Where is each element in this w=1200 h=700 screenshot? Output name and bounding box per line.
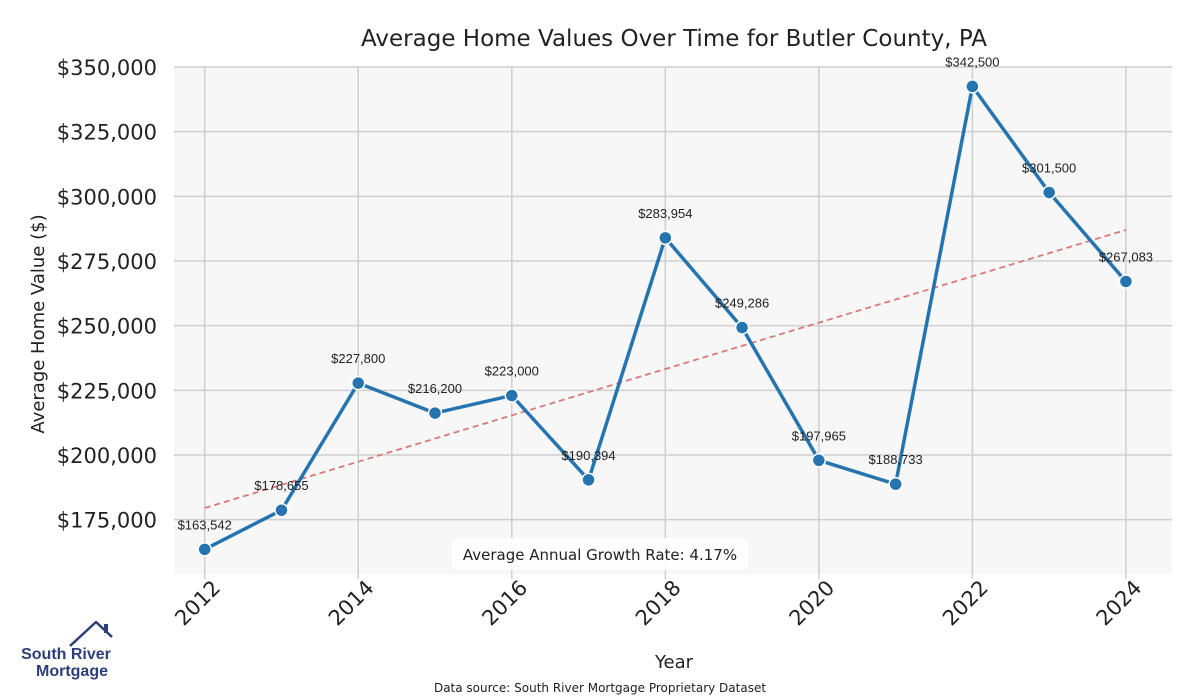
y-tick-label: $225,000 bbox=[57, 379, 157, 403]
x-tick-label: 2016 bbox=[477, 576, 532, 631]
y-axis-ticks: $175,000 $200,000 $225,000 $250,000 $275,000… bbox=[57, 56, 157, 533]
data-point bbox=[658, 230, 673, 246]
y-tick-label: $325,000 bbox=[57, 121, 157, 145]
data-label: $188,733 bbox=[869, 452, 923, 467]
data-point bbox=[811, 453, 827, 468]
data-label: $223,000 bbox=[485, 364, 539, 379]
x-tick-label: 2022 bbox=[938, 576, 993, 631]
y-gridlines bbox=[174, 66, 1172, 521]
chimney-icon bbox=[104, 624, 108, 633]
x-tick-label: 2020 bbox=[785, 576, 840, 631]
chart-title: Average Home Values Over Time for Butler… bbox=[361, 26, 987, 52]
x-tick-label: 2018 bbox=[631, 576, 686, 631]
data-label: $283,954 bbox=[638, 206, 692, 221]
x-axis-ticks: 2012 2014 2016 2018 2020 2022 2024 bbox=[170, 576, 1146, 631]
data-point bbox=[350, 375, 366, 391]
logo: South River Mortgage bbox=[21, 620, 113, 680]
data-label: $178,655 bbox=[254, 478, 308, 493]
y-tick-label: $350,000 bbox=[57, 56, 157, 80]
growth-rate-box: Average Annual Growth Rate: 4.17% bbox=[452, 538, 748, 570]
data-label: $342,500 bbox=[945, 54, 999, 69]
trendline bbox=[204, 229, 1127, 509]
y-axis-label: Average Home Value ($) bbox=[28, 214, 49, 433]
data-label: $190,394 bbox=[561, 448, 615, 463]
data-point bbox=[888, 476, 903, 492]
x-tick-label: 2012 bbox=[170, 576, 225, 631]
data-point bbox=[581, 472, 596, 488]
x-tick-label: 2014 bbox=[324, 576, 379, 631]
plot-area bbox=[174, 67, 1172, 574]
data-label: $267,083 bbox=[1099, 249, 1153, 264]
data-source-note: Data source: South River Mortgage Propri… bbox=[434, 681, 766, 695]
data-label: $163,542 bbox=[178, 517, 232, 532]
data-point bbox=[504, 388, 520, 403]
data-label: $197,965 bbox=[792, 428, 846, 443]
data-point bbox=[427, 405, 443, 421]
logo-line2: Mortgage bbox=[36, 663, 108, 680]
data-label: $216,200 bbox=[408, 381, 462, 396]
trendline-segment bbox=[204, 229, 1127, 509]
y-tick-label: $275,000 bbox=[57, 250, 157, 274]
data-point bbox=[965, 79, 980, 94]
data-points bbox=[197, 79, 1134, 557]
data-point bbox=[1118, 274, 1134, 289]
data-point bbox=[1041, 185, 1057, 200]
data-point bbox=[734, 320, 750, 335]
logo-line1: South River bbox=[21, 646, 111, 663]
data-labels: $163,542 $178,655 $227,800 $216,200 $223,000… bbox=[178, 54, 1153, 532]
y-tick-label: $250,000 bbox=[57, 315, 157, 339]
x-gridlines bbox=[203, 67, 1127, 579]
y-tick-label: $300,000 bbox=[57, 185, 157, 209]
x-axis-label: Year bbox=[654, 652, 694, 673]
data-point bbox=[197, 542, 212, 557]
data-label: $227,800 bbox=[331, 351, 385, 366]
growth-rate-annotation: Average Annual Growth Rate: 4.17% bbox=[463, 546, 737, 564]
y-tick-label: $200,000 bbox=[57, 444, 157, 468]
data-label: $301,500 bbox=[1022, 160, 1076, 175]
x-tick-label: 2024 bbox=[1092, 576, 1147, 631]
data-point bbox=[274, 502, 289, 518]
data-label: $249,286 bbox=[715, 296, 769, 311]
y-tick-label: $175,000 bbox=[57, 509, 157, 533]
